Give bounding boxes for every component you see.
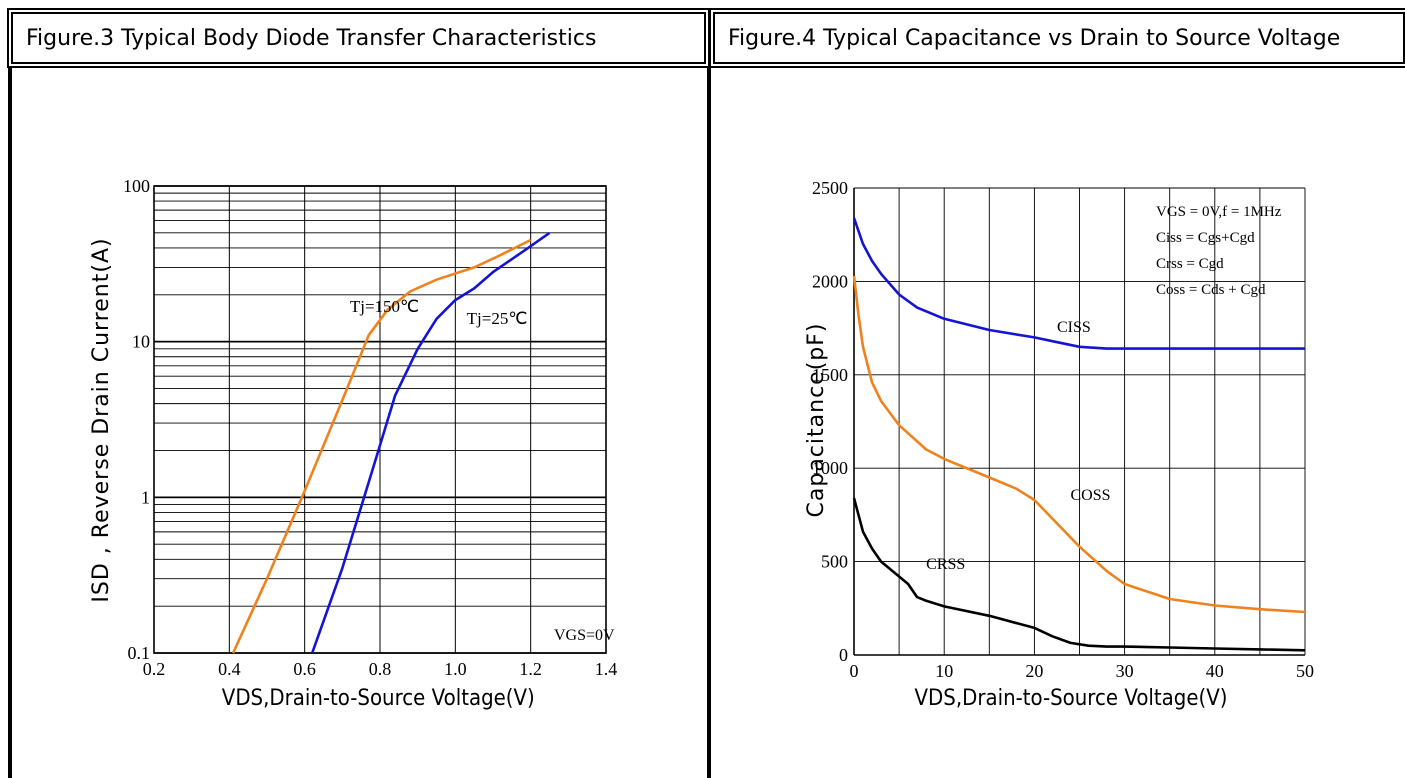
x-tick-label: 50 <box>1296 661 1314 681</box>
series-line <box>231 238 532 654</box>
x-tick-label: 0 <box>850 661 859 681</box>
x-axis-title: VDS,Drain-to-Source Voltage(V) <box>222 685 535 710</box>
x-axis-title: VDS,Drain-to-Source Voltage(V) <box>915 685 1228 710</box>
x-tick-label: 0.4 <box>218 659 241 679</box>
legend-note: Coss = Cds + Cgd <box>1156 282 1266 298</box>
series-line <box>852 275 1306 614</box>
y-tick-label: 2500 <box>812 178 848 198</box>
x-tick-label: 1.2 <box>519 659 542 679</box>
series-label: CRSS <box>926 556 965 573</box>
header-left <box>7 8 710 68</box>
y-axis-title: ISD , Reverse Drain Current(A) <box>89 237 114 602</box>
condition-label: VGS=0V <box>554 627 615 644</box>
legend-note: VGS = 0V,f = 1MHz <box>1156 204 1282 220</box>
series-line <box>852 497 1306 652</box>
legend-note: Ciss = Cgs+Cgd <box>1156 230 1255 246</box>
figure4-header: Figure.4 Typical Capacitance vs Drain to… <box>728 26 1341 51</box>
y-axis-title: Capacitance(pF) <box>804 323 829 518</box>
y-tick-label: 1 <box>141 487 150 507</box>
y-tick-label: 0 <box>839 645 848 665</box>
y-tick-label: 0.1 <box>128 643 151 663</box>
x-tick-label: 0.6 <box>293 659 316 679</box>
x-tick-label: 0.2 <box>143 659 166 679</box>
plot-frame <box>153 185 607 654</box>
x-tick-label: 0.8 <box>369 659 392 679</box>
series-label: Tj=25℃ <box>467 309 528 328</box>
middle-divider <box>707 68 711 778</box>
x-tick-label: 30 <box>1116 661 1134 681</box>
series-label: COSS <box>1070 487 1110 504</box>
series-line <box>852 217 1305 350</box>
series-line <box>310 231 551 654</box>
y-tick-label: 1500 <box>812 365 848 385</box>
y-tick-label: 1000 <box>812 458 848 478</box>
x-tick-label: 20 <box>1025 661 1043 681</box>
series-label: CISS <box>1057 319 1091 336</box>
legend-note: Crss = Cgd <box>1156 256 1224 272</box>
chart-body-diode: 0.2 0.4 0.6 0.8 1.0 1.2 1.4 0.1 1 10 100 Tj=150℃ Tj… <box>89 176 618 710</box>
x-tick-label: 40 <box>1206 661 1224 681</box>
x-tick-label: 10 <box>935 661 953 681</box>
x-tick-label: 1.4 <box>595 659 618 679</box>
y-tick-label: 10 <box>132 332 150 352</box>
x-tick-label: 1.0 <box>444 659 467 679</box>
figure3-header: Figure.3 Typical Body Diode Transfer Cha… <box>26 26 597 51</box>
y-tick-label: 500 <box>821 552 848 572</box>
left-border <box>8 68 12 778</box>
header-right <box>709 8 1405 68</box>
y-tick-label: 100 <box>123 176 150 196</box>
y-tick-label: 2000 <box>812 271 848 291</box>
series-label: Tj=150℃ <box>350 297 419 316</box>
